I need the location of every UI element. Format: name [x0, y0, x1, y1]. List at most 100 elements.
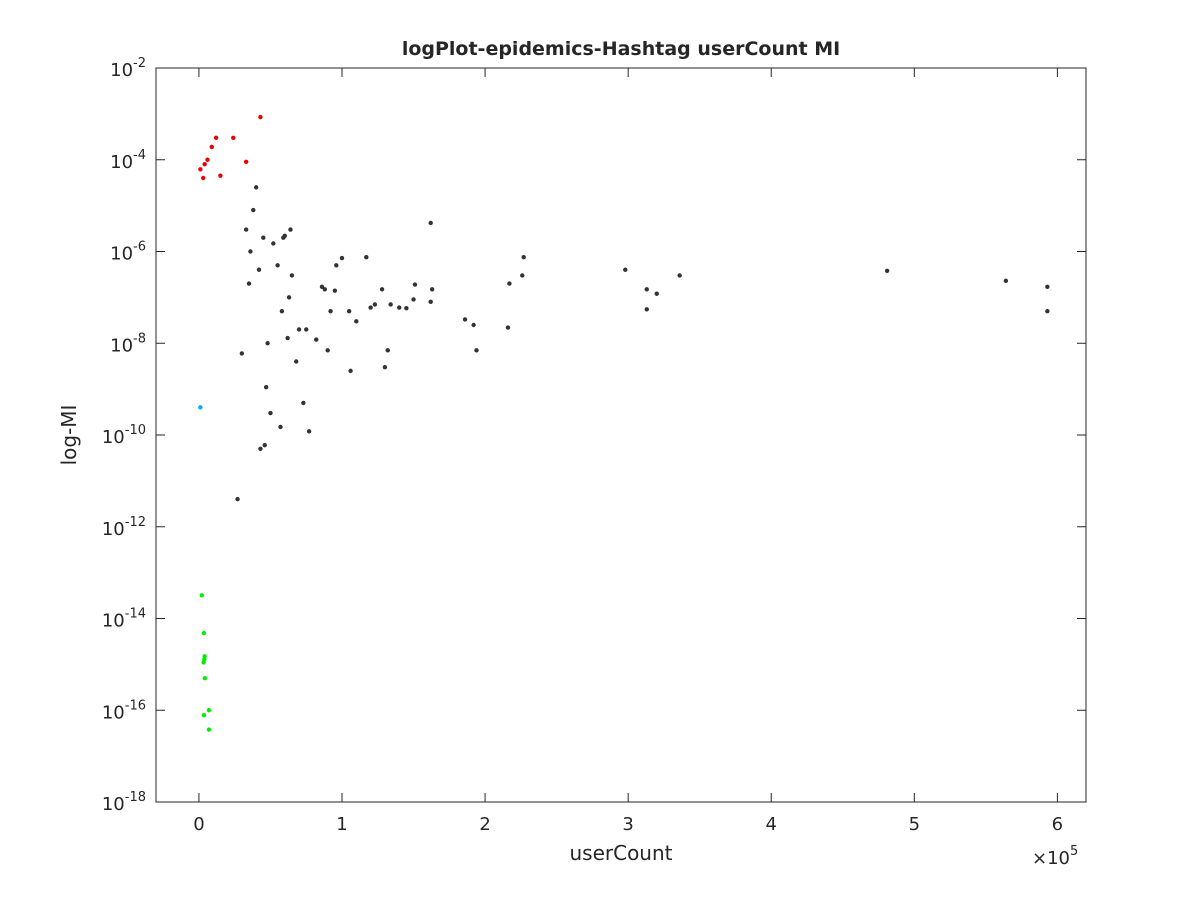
data-point — [372, 302, 378, 307]
data-point — [248, 249, 253, 254]
data-point — [271, 241, 276, 246]
data-point — [505, 325, 511, 330]
y-tick-label: 10-4 — [110, 148, 146, 173]
data-point — [507, 281, 512, 286]
data-point — [322, 287, 328, 292]
data-point — [334, 263, 339, 268]
data-point — [385, 348, 390, 353]
data-point — [397, 305, 402, 310]
data-point — [281, 235, 286, 240]
data-point — [339, 255, 345, 261]
data-point — [1045, 284, 1050, 290]
data-point — [429, 287, 435, 292]
data-point — [258, 114, 263, 120]
data-point — [278, 424, 283, 430]
data-point — [412, 282, 418, 287]
ticks-layer: 0 1 2 3 4 5 6 10-18 10-16 10-14 10-12 10-10 10-8 10-6… — [102, 56, 1086, 835]
data-point — [319, 284, 325, 290]
data-point — [206, 708, 212, 713]
x-tick-label: 1 — [336, 814, 347, 835]
data-point — [296, 327, 302, 332]
data-point — [251, 207, 256, 213]
y-tick-label: 10-12 — [102, 515, 146, 540]
axes-box — [155, 67, 1087, 803]
data-point — [623, 267, 628, 272]
data-point — [239, 351, 245, 356]
data-point — [301, 400, 306, 406]
data-point — [474, 348, 479, 353]
data-point — [218, 173, 223, 178]
x-axis-label: userCount — [569, 841, 672, 865]
data-point — [268, 410, 273, 416]
data-point — [354, 319, 359, 324]
data-point — [368, 305, 373, 310]
x-exponent-label: ×105 — [1032, 844, 1078, 869]
data-point — [243, 227, 249, 232]
data-point — [263, 385, 269, 390]
data-point — [198, 167, 203, 172]
data-point — [288, 227, 293, 232]
y-tick-label: 10-2 — [110, 56, 146, 81]
y-tick-label: 10-10 — [102, 423, 146, 448]
data-point — [325, 348, 330, 353]
data-point — [201, 630, 207, 636]
x-tick-label: 5 — [909, 814, 920, 835]
data-point — [202, 656, 207, 662]
data-point — [262, 442, 267, 448]
data-point — [294, 359, 299, 364]
data-point — [521, 255, 526, 260]
data-point — [235, 496, 240, 502]
data-point — [328, 308, 333, 314]
data-point — [382, 365, 388, 370]
data-point — [198, 405, 203, 410]
data-point — [201, 660, 206, 665]
x-tick-label: 0 — [193, 814, 204, 835]
data-point — [677, 273, 682, 278]
data-point — [243, 159, 249, 165]
data-point — [304, 327, 309, 332]
data-point — [388, 302, 393, 307]
data-point — [286, 295, 292, 300]
data-point — [205, 157, 210, 162]
y-tick-label: 10-18 — [102, 790, 146, 815]
data-point — [261, 235, 266, 240]
data-point — [346, 308, 352, 314]
y-tick-label: 10-14 — [102, 607, 146, 632]
x-tick-label: 6 — [1052, 814, 1063, 835]
data-point — [332, 288, 338, 293]
data-point — [279, 308, 285, 314]
data-points-layer — [198, 114, 1050, 732]
data-point — [520, 273, 525, 278]
data-point — [256, 267, 262, 272]
y-tick-label: 10-8 — [110, 331, 146, 356]
data-point — [202, 161, 207, 167]
data-point — [206, 727, 212, 732]
data-point — [275, 263, 280, 268]
data-point — [404, 306, 409, 311]
data-point — [884, 268, 890, 273]
x-tick-label: 2 — [479, 814, 490, 835]
data-point — [1045, 308, 1050, 314]
data-point — [201, 713, 207, 718]
data-point — [285, 335, 290, 341]
y-axis-label: log-MI — [57, 405, 81, 466]
data-point — [644, 287, 649, 292]
data-point — [411, 297, 416, 302]
data-point — [428, 299, 433, 305]
data-point — [644, 307, 649, 312]
data-point — [231, 135, 236, 141]
data-point — [246, 281, 252, 286]
x-tick-label: 4 — [766, 814, 777, 835]
data-point — [314, 337, 319, 342]
data-point — [364, 255, 369, 260]
data-point — [253, 185, 259, 190]
data-point — [289, 273, 295, 278]
data-point — [1003, 278, 1009, 283]
x-tick-label: 3 — [622, 814, 633, 835]
data-point — [199, 593, 204, 598]
data-point — [265, 341, 270, 346]
data-point — [258, 446, 263, 452]
chart-title: logPlot-epidemics-Hashtag userCount MI — [402, 38, 840, 60]
